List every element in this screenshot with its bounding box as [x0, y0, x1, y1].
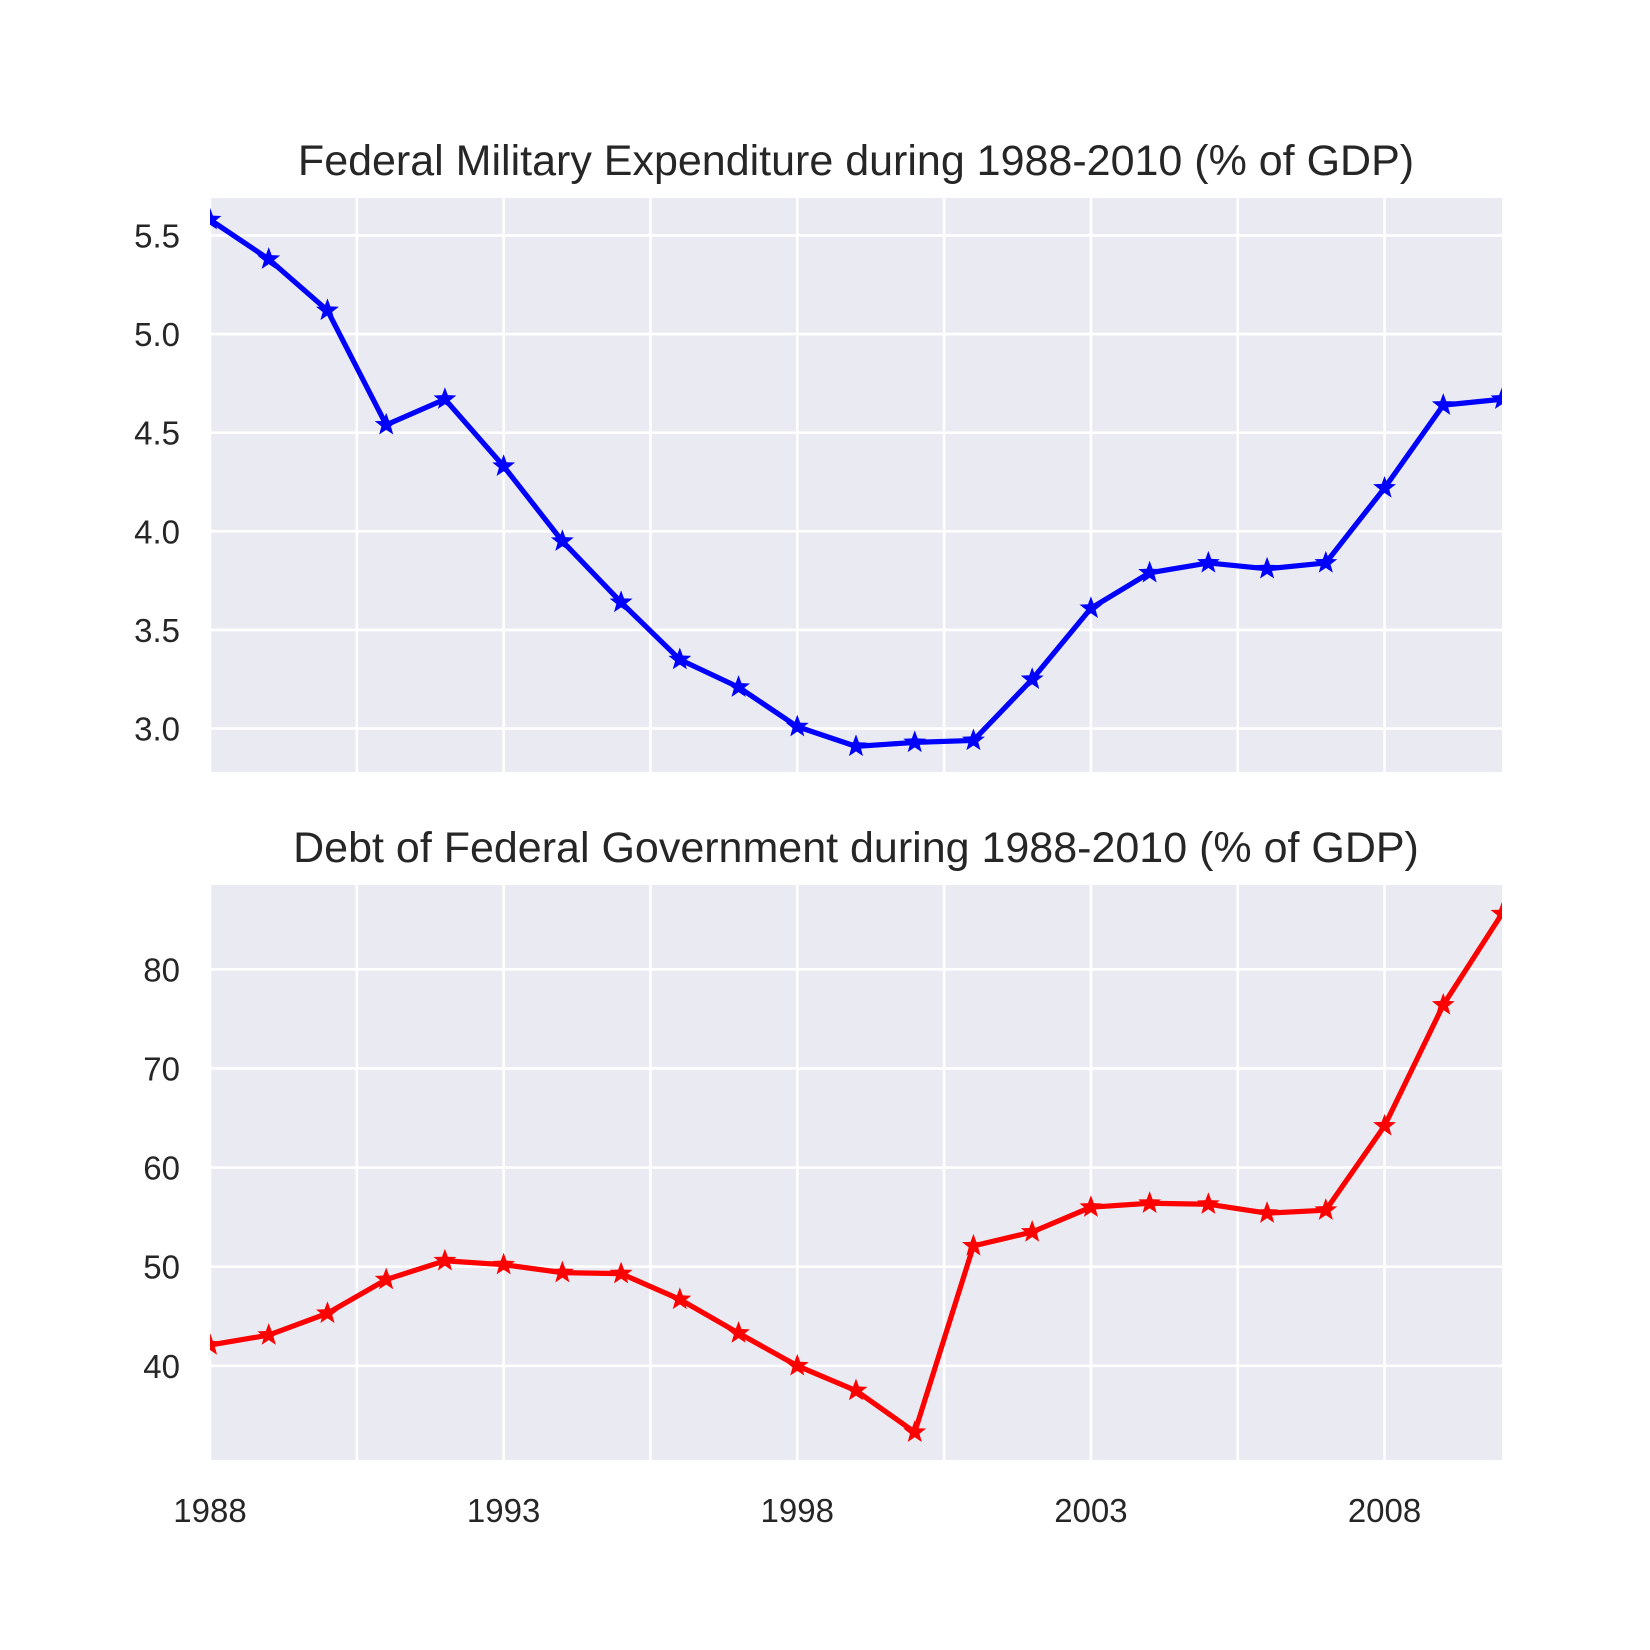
plot-area: [210, 198, 1502, 772]
chart-title: Debt of Federal Government during 1988-2…: [293, 824, 1419, 872]
data-point-marker: [727, 675, 750, 697]
data-point-marker: [727, 1321, 750, 1343]
plot-area: [210, 885, 1502, 1460]
data-point-marker: [1314, 550, 1338, 573]
data-point-marker: [1020, 667, 1044, 689]
data-point-marker: [210, 1333, 222, 1355]
data-point-marker: [844, 1378, 868, 1401]
data-point-marker: [1020, 1219, 1044, 1242]
y-tick-label: 4.5: [134, 415, 180, 452]
data-point-marker: [257, 1323, 281, 1345]
chart-title: Federal Military Expenditure during 1988…: [298, 137, 1414, 185]
data-point-marker: [1373, 1113, 1396, 1136]
x-gridlines: [208, 885, 1386, 1460]
y-gridlines: [210, 234, 1502, 730]
data-point-marker: [1373, 475, 1396, 498]
data-point-marker: [1079, 1195, 1103, 1217]
y-tick-label: 3.0: [134, 711, 180, 748]
data-point-marker: [1431, 393, 1455, 415]
subplot-1: 3.0 3.5 4.0 4.5 5.0 5.5 Federal Military Expen…: [134, 137, 1502, 772]
y-tick-label: 60: [143, 1150, 180, 1187]
data-point-marker: [492, 1252, 516, 1275]
data-point-marker: [668, 647, 692, 670]
x-tick-label: 1993: [467, 1492, 540, 1529]
y-tick-labels: 40 50 60 70 80: [143, 951, 180, 1385]
data-point-marker: [1079, 596, 1103, 618]
data-point-marker: [433, 387, 457, 409]
data-point-marker: [1431, 992, 1455, 1015]
series-1: [210, 901, 1502, 1442]
data-point-marker: [374, 1267, 398, 1290]
data-point-marker: [433, 1248, 457, 1271]
data-point-marker: [1138, 560, 1162, 583]
data-point-marker: [257, 247, 281, 269]
data-point-marker: [962, 1233, 985, 1256]
data-point-marker: [785, 1353, 809, 1376]
data-point-marker: [609, 590, 633, 613]
y-tick-label: 4.0: [134, 513, 180, 550]
y-tick-label: 70: [143, 1050, 180, 1087]
data-point-marker: [550, 529, 574, 551]
x-tick-label: 1998: [761, 1492, 834, 1529]
data-point-marker: [1490, 387, 1502, 409]
data-point-marker: [962, 728, 985, 751]
x-tick-label: 2003: [1054, 1492, 1127, 1529]
data-point-marker: [316, 1301, 339, 1323]
data-point-marker: [374, 412, 398, 435]
data-point-marker: [903, 1420, 927, 1442]
data-point-marker: [316, 298, 339, 321]
subplot-2: 40 50 60 70 80 1988 1993 1998 2003 2008 Debt of Fe…: [143, 824, 1502, 1529]
y-tick-label: 40: [143, 1348, 180, 1385]
data-point-marker: [903, 730, 927, 753]
data-point-marker: [550, 1260, 574, 1283]
data-point-marker: [785, 714, 809, 737]
data-point-marker: [1138, 1191, 1162, 1213]
y-tick-label: 5.0: [134, 316, 180, 353]
y-tick-label: 3.5: [134, 612, 180, 649]
data-point-marker: [1196, 550, 1220, 573]
series-1: [210, 207, 1502, 757]
data-point-marker: [1255, 556, 1279, 579]
data-point-marker: [1490, 901, 1502, 924]
data-point-marker: [492, 454, 516, 476]
y-tick-labels: 3.0 3.5 4.0 4.5 5.0 5.5: [134, 217, 180, 747]
x-tick-labels: 1988 1993 1998 2003 2008: [173, 1492, 1421, 1529]
data-point-marker: [1314, 1198, 1338, 1220]
data-point-marker: [1196, 1192, 1220, 1214]
x-tick-label: 2008: [1348, 1492, 1421, 1529]
y-tick-label: 5.5: [134, 217, 180, 254]
y-tick-label: 80: [143, 951, 180, 988]
data-point-marker: [609, 1261, 633, 1284]
x-tick-label: 1988: [173, 1492, 246, 1529]
data-point-marker: [844, 734, 868, 757]
data-point-marker: [210, 207, 222, 230]
data-point-marker: [668, 1287, 692, 1310]
data-point-marker: [1255, 1201, 1279, 1223]
y-tick-label: 50: [143, 1249, 180, 1286]
